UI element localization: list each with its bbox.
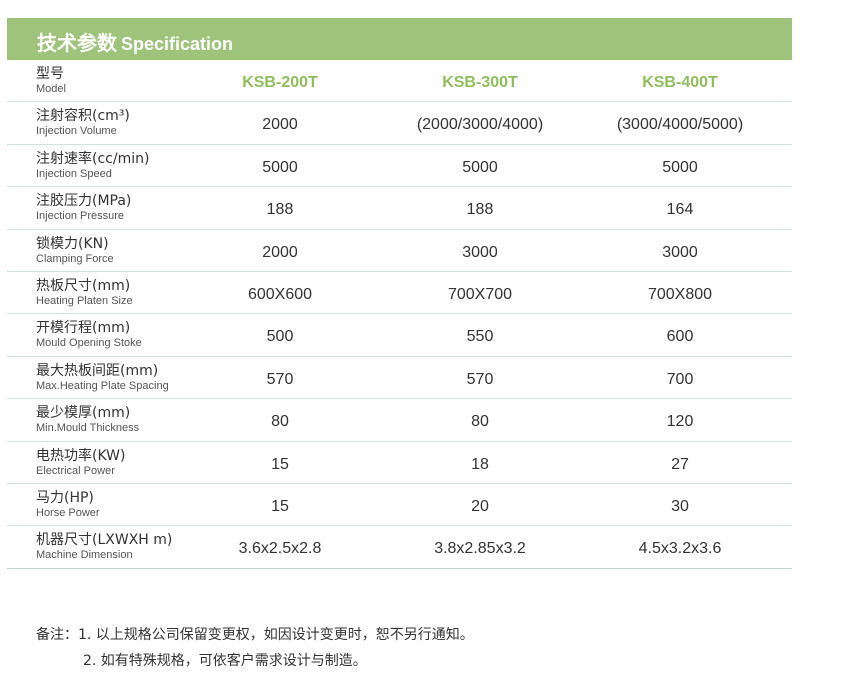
spec-row: 热板尺寸(mm) Heating Platen Size 600X600 700X7…: [7, 272, 792, 315]
label-en: Model: [36, 83, 66, 95]
label-cn: 注射容积(cm³): [36, 108, 130, 125]
value-cell: (2000/3000/4000): [416, 116, 544, 134]
label-cn: 热板尺寸(mm): [36, 277, 131, 294]
row-label: 注射速率(cc/min) Injection Speed: [36, 151, 149, 181]
title-en: Specification: [121, 34, 234, 54]
value-cell: 18: [471, 455, 489, 473]
value-cell: 5000: [662, 158, 698, 176]
label-cn: 最大热板间距(mm): [36, 362, 159, 379]
value-cell: 27: [671, 455, 689, 473]
label-en: Electrical Power: [36, 464, 115, 477]
value-cell: 2000: [262, 243, 298, 261]
label-en: Horse Power: [36, 506, 100, 519]
label-en: Min.Mould Thickness: [36, 422, 140, 435]
model-ksb-200t: KSB-200T: [242, 74, 318, 91]
label-cn: 注胶压力(MPa): [36, 193, 132, 210]
value-cell: 550: [466, 328, 494, 346]
value-cell: 2000: [262, 116, 298, 134]
model-row: 型号 Model KSB-200T KSB-300T KSB-400T: [7, 60, 792, 103]
value-cell: 188: [266, 201, 294, 219]
model-ksb-300t: KSB-300T: [442, 74, 518, 91]
label-cn: 注射速率(cc/min): [36, 150, 150, 167]
value-cell: 5000: [462, 158, 498, 176]
row-label: 注胶压力(MPa) Injection Pressure: [36, 193, 131, 223]
spec-row: 机器尺寸(LXWXH m) Machine Dimension 3.6x2.5x2…: [7, 526, 792, 569]
value-cell: 570: [466, 370, 494, 388]
value-cell: 120: [666, 413, 694, 431]
spec-row: 电热功率(KW) Electrical Power 15 18 27: [7, 442, 792, 484]
label-en: Injection Volume: [36, 125, 117, 138]
row-label: 开模行程(mm) Mould Opening Stoke: [36, 320, 142, 350]
label-en: Clamping Force: [36, 252, 114, 265]
value-cell: 164: [666, 201, 694, 219]
row-label: 马力(HP) Horse Power: [36, 490, 100, 520]
label-cn: 最少模厚(mm): [36, 405, 131, 422]
label-cn: 锁模力(KN): [36, 235, 109, 252]
value-cell: 80: [471, 413, 489, 431]
row-label: 型号 Model: [36, 66, 66, 96]
value-cell: 500: [266, 328, 294, 346]
value-cell: 700X700: [447, 285, 513, 303]
value-cell: 700: [666, 370, 694, 388]
value-cell: 30: [671, 497, 689, 515]
spec-row: 锁模力(KN) Clamping Force 2000 3000 3000: [7, 230, 792, 272]
spec-header: 技术参数 Specification: [7, 18, 792, 60]
spec-row: 最少模厚(mm) Min.Mould Thickness 80 80 120: [7, 399, 792, 442]
value-cell: 700X800: [647, 285, 713, 303]
value-cell: 570: [266, 370, 294, 388]
row-label: 最少模厚(mm) Min.Mould Thickness: [36, 405, 139, 435]
note-2: 2. 如有特殊规格，可依客户需求设计与制造。: [83, 653, 367, 669]
value-cell: 3000: [662, 243, 698, 261]
spec-row: 最大热板间距(mm) Max.Heating Plate Spacing 570 5…: [7, 357, 792, 400]
value-cell: 5000: [262, 158, 298, 176]
label-cn: 开模行程(mm): [36, 320, 131, 337]
value-cell: 600X600: [247, 285, 313, 303]
row-label: 电热功率(KW) Electrical Power: [36, 448, 125, 478]
row-label: 机器尺寸(LXWXH m) Machine Dimension: [36, 532, 172, 562]
model-ksb-400t: KSB-400T: [642, 74, 718, 91]
label-en: Max.Heating Plate Spacing: [36, 379, 169, 392]
spec-title: 技术参数 Specification: [37, 27, 233, 56]
label-cn: 马力(HP): [36, 489, 94, 506]
spec-row: 注射容积(cm³) Injection Volume 2000 (2000/3000…: [7, 102, 792, 145]
value-cell: 15: [271, 497, 289, 515]
value-cell: 4.5x3.2x3.6: [638, 540, 722, 558]
label-cn: 电热功率(KW): [36, 447, 126, 464]
spec-row: 注射速率(cc/min) Injection Speed 5000 5000 5000: [7, 145, 792, 188]
row-label: 锁模力(KN) Clamping Force: [36, 236, 114, 266]
label-en: Machine Dimension: [36, 549, 133, 562]
note-1: 备注：1. 以上规格公司保留变更权，如因设计变更时，恕不另行通知。: [36, 627, 474, 643]
label-en: Injection Speed: [36, 167, 112, 180]
spec-row: 注胶压力(MPa) Injection Pressure 188 188 164: [7, 187, 792, 230]
label-cn: 型号: [36, 66, 64, 82]
value-cell: 3.6x2.5x2.8: [238, 540, 322, 558]
value-cell: 80: [271, 413, 289, 431]
label-en: Mould Opening Stoke: [36, 337, 142, 350]
label-en: Injection Pressure: [36, 210, 125, 223]
spec-row: 开模行程(mm) Mould Opening Stoke 500 550 600: [7, 314, 792, 357]
row-label: 注射容积(cm³) Injection Volume: [36, 108, 130, 138]
title-cn: 技术参数: [37, 31, 117, 55]
row-label: 热板尺寸(mm) Heating Platen Size: [36, 278, 133, 308]
label-en: Heating Platen Size: [36, 294, 133, 307]
value-cell: 20: [471, 497, 489, 515]
value-cell: 3000: [462, 243, 498, 261]
value-cell: 188: [466, 201, 494, 219]
spec-row: 马力(HP) Horse Power 15 20 30: [7, 484, 792, 527]
notes: 备注：1. 以上规格公司保留变更权，如因设计变更时，恕不另行通知。 2. 如有特…: [36, 622, 474, 674]
value-cell: 3.8x2.85x3.2: [434, 540, 526, 558]
value-cell: 15: [271, 455, 289, 473]
label-cn: 机器尺寸(LXWXH m): [36, 532, 173, 549]
value-cell: (3000/4000/5000): [616, 116, 744, 134]
spec-table: 型号 Model KSB-200T KSB-300T KSB-400T 注射容积…: [7, 60, 792, 569]
value-cell: 600: [666, 328, 694, 346]
row-label: 最大热板间距(mm) Max.Heating Plate Spacing: [36, 363, 169, 393]
